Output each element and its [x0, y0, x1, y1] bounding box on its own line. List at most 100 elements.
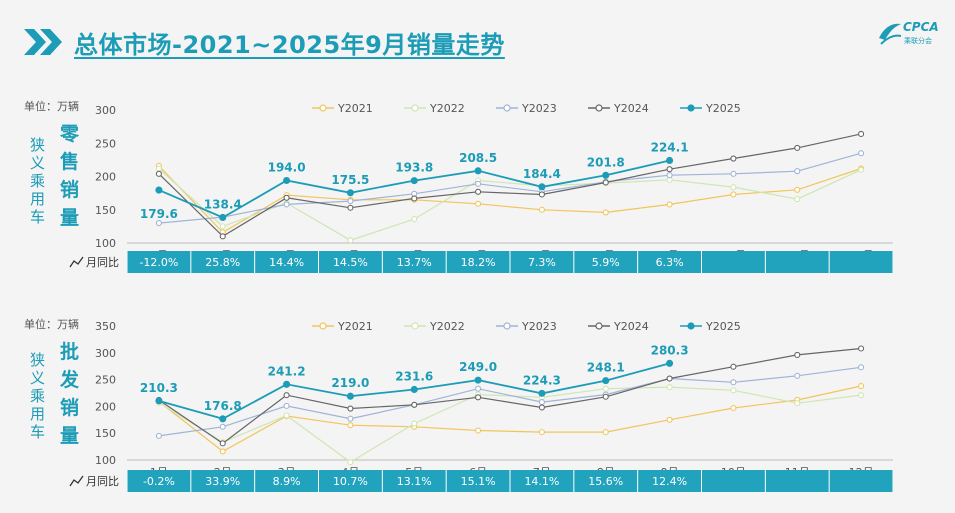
retail-legend-label: Y2025: [705, 102, 741, 115]
wholesale-point-y2025: [666, 359, 674, 367]
wholesale-point-y2022: [602, 385, 609, 392]
retail-point-y2023: [475, 180, 482, 187]
logo-subtext: 乘联分会: [904, 37, 932, 45]
retail-data-label: 201.8: [587, 155, 625, 169]
wholesale-title-char: 发: [59, 368, 80, 391]
header: 总体市场-2021~2025年9月销量走势: [22, 22, 505, 62]
wholesale-point-y2022: [730, 387, 737, 394]
retail-mom-label: 月同比: [86, 256, 119, 269]
retail-point-y2021: [794, 186, 801, 193]
retail-point-y2023: [219, 214, 226, 221]
retail-point-y2022: [283, 200, 290, 207]
wholesale-point-y2022: [794, 400, 801, 407]
retail-ytick-label: 150: [95, 204, 116, 217]
retail-legend-label: Y2021: [337, 102, 373, 115]
wholesale-legend-marker: [319, 322, 327, 330]
wholesale-point-y2021: [730, 404, 737, 412]
retail-unit-label: 单位：万辆: [24, 99, 79, 113]
wholesale-side-label-char: 狭: [30, 351, 45, 369]
wholesale-point-y2024: [475, 394, 482, 401]
wholesale-mom-value: 12.4%: [652, 475, 687, 488]
wholesale-category-label: 1月: [150, 466, 168, 479]
retail-mom-value: 14.4%: [269, 256, 304, 269]
wholesale-mom-cell: [702, 470, 765, 492]
retail-title-char: 销: [60, 178, 79, 201]
double-chevron-icon: [24, 29, 62, 55]
wholesale-mom-cell: [574, 470, 638, 492]
retail-mom-value: -12.0%: [139, 256, 178, 269]
retail-point-y2023: [602, 178, 609, 185]
wholesale-mom-value: 10.7%: [333, 475, 368, 488]
wholesale-point-y2024: [347, 405, 354, 412]
wholesale-mom-row-bg: [127, 470, 893, 492]
retail-category-label: 12月: [849, 249, 874, 262]
wholesale-point-y2021: [794, 396, 801, 404]
wholesale-point-y2025: [283, 380, 291, 388]
retail-mom-cell: [319, 251, 382, 273]
retail-point-y2023: [794, 168, 801, 175]
wholesale-title-char: 量: [60, 425, 79, 447]
wholesale-legend-marker: [503, 322, 511, 330]
retail-point-y2024: [475, 188, 482, 195]
wholesale-point-y2022: [283, 412, 290, 419]
logo-text: CPCA: [903, 20, 939, 34]
retail-point-y2025: [346, 189, 354, 197]
wholesale-ytick-label: 250: [95, 374, 116, 387]
retail-legend-marker: [503, 104, 511, 112]
retail-side-label-char: 狭: [30, 136, 45, 154]
wholesale-data-label: 249.0: [459, 360, 497, 374]
retail-point-y2024: [730, 155, 737, 162]
retail-mom-value: 13.7%: [397, 256, 432, 269]
retail-title-char: 售: [59, 150, 79, 173]
retail-legend-label: Y2022: [429, 102, 465, 115]
retail-mom-cell: [638, 251, 701, 273]
retail-point-y2022: [730, 184, 737, 191]
wholesale-category-label: 6月: [469, 466, 487, 479]
wholesale-trend-icon: [69, 475, 84, 487]
wholesale-point-y2021: [283, 412, 290, 420]
retail-data-label: 194.0: [268, 160, 306, 174]
retail-ytick-label: 100: [95, 237, 116, 250]
retail-category-label: 10月: [721, 249, 746, 262]
retail-mom-cell: [255, 251, 318, 273]
wholesale-legend-label: Y2023: [521, 320, 557, 333]
wholesale-point-y2021: [666, 416, 673, 423]
retail-point-y2024: [538, 191, 545, 198]
wholesale-point-y2023: [475, 385, 482, 392]
wholesale-point-y2023: [347, 415, 354, 422]
wholesale-point-y2024: [858, 345, 865, 352]
wholesale-mom-cell: [829, 470, 893, 492]
wholesale-data-label: 280.3: [651, 343, 689, 357]
retail-point-y2024: [794, 144, 801, 151]
wholesale-mom-label: 月同比: [86, 475, 119, 488]
retail-point-y2022: [666, 176, 673, 183]
retail-point-y2025: [602, 171, 610, 179]
wholesale-point-y2021: [155, 398, 162, 405]
wholesale-mom-value: -0.2%: [143, 475, 175, 488]
wholesale-series-line-y2025: [158, 362, 670, 420]
wholesale-point-y2025: [602, 377, 610, 385]
retail-point-y2022: [155, 165, 162, 172]
retail-point-y2022: [858, 166, 865, 173]
retail-legend-label: Y2024: [613, 102, 649, 115]
wholesale-data-label: 248.1: [587, 361, 625, 375]
wholesale-point-y2023: [283, 402, 290, 409]
retail-point-y2022: [347, 237, 354, 244]
wholesale-title-char: 销: [60, 396, 79, 419]
wholesale-category-label: 4月: [341, 466, 359, 479]
wholesale-category-label: 3月: [278, 466, 296, 479]
retail-series-line-y2025: [158, 159, 670, 219]
wholesale-ytick-label: 100: [95, 454, 116, 467]
wholesale-point-y2022: [475, 391, 482, 398]
wholesale-point-y2021: [219, 448, 226, 455]
retail-point-y2021: [602, 209, 609, 216]
wholesale-series-line-y2021: [158, 385, 862, 453]
retail-point-y2024: [602, 179, 609, 186]
retail-point-y2024: [347, 204, 354, 211]
retail-point-y2023: [411, 190, 418, 197]
retail-mom-cell: [574, 251, 638, 273]
wholesale-legend-label: Y2022: [429, 320, 465, 333]
wholesale-point-y2024: [730, 363, 737, 370]
wholesale-category-label: 12月: [849, 466, 874, 479]
